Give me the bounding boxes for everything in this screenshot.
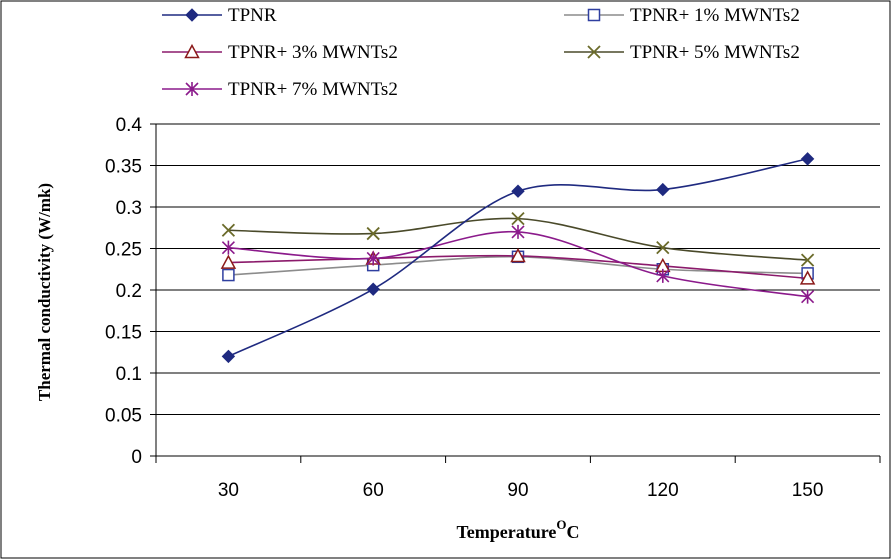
y-tick-label: 0.1	[116, 364, 142, 385]
y-tick-label: 0.2	[116, 281, 142, 302]
x-axis-label-superscript: O	[556, 517, 566, 532]
x-axis-label: TemperatureOC	[456, 517, 579, 542]
x-tick-label: 120	[647, 480, 679, 501]
data-point	[221, 223, 236, 237]
data-point	[221, 240, 235, 255]
x-axis-label-unit: C	[567, 522, 580, 542]
y-tick-labels: 0 0.05 0.1 0.15 0.2 0.25 0.3 0.35 0.4	[105, 115, 142, 468]
legend-entry: TPNR+ 5% MWNTs2	[564, 42, 800, 63]
data-point	[656, 182, 670, 197]
data-point	[656, 268, 670, 283]
legend-marker	[184, 43, 200, 59]
x-tick-label: 150	[792, 480, 824, 501]
y-tick-label: 0.4	[116, 115, 143, 136]
legend-marker	[185, 82, 199, 96]
x-tick-labels: 30 60 90 120 150	[218, 480, 824, 501]
data-point	[222, 268, 235, 282]
legend-entry: TPNR+ 3% MWNTs2	[162, 42, 398, 63]
data-point	[511, 184, 525, 198]
data-point	[366, 226, 380, 241]
series-4	[221, 224, 815, 304]
legend-label: TPNR+ 3% MWNTs2	[228, 42, 398, 63]
x-tick-label: 90	[507, 480, 528, 501]
series-2	[220, 247, 816, 285]
y-axis-label: Thermal conductivity (W/mk)	[35, 183, 54, 401]
legend-entry: TPNR+ 7% MWNTs2	[162, 79, 398, 100]
axes	[155, 124, 881, 463]
series-0	[221, 152, 815, 364]
y-tick-label: 0	[131, 447, 142, 468]
data-point	[800, 152, 815, 166]
series-layer	[220, 152, 816, 364]
legend-marker	[185, 8, 199, 22]
legend-entry: TPNR	[162, 5, 277, 26]
legend-marker	[587, 45, 601, 59]
data-point	[656, 241, 670, 255]
data-point	[220, 254, 237, 269]
data-point	[511, 224, 525, 239]
y-tick-label: 0.35	[105, 157, 142, 178]
x-tick-label: 30	[218, 480, 239, 501]
data-point	[366, 282, 380, 296]
y-tick-label: 0.05	[105, 406, 142, 427]
legend-entry: TPNR+ 1% MWNTs2	[564, 5, 800, 26]
data-point	[799, 270, 816, 285]
x-tick-label: 60	[363, 480, 384, 501]
legend-label: TPNR+ 5% MWNTs2	[630, 42, 800, 63]
data-point	[366, 251, 380, 266]
data-point	[221, 349, 236, 364]
x-axis-label-main: Temperature	[456, 522, 556, 542]
data-point	[800, 253, 815, 267]
data-point	[511, 211, 525, 226]
legend-label: TPNR+ 7% MWNTs2	[228, 79, 398, 100]
legend-marker	[587, 8, 601, 22]
y-tick-label: 0.25	[105, 240, 142, 261]
data-point	[510, 247, 526, 263]
data-point	[801, 289, 815, 304]
legend-label: TPNR+ 1% MWNTs2	[630, 5, 800, 26]
legend: TPNR TPNR+ 1% MWNTs2 TPNR+ 3% MWNTs2 TPNR+ …	[162, 5, 800, 100]
legend-label: TPNR	[228, 5, 277, 26]
y-tick-label: 0.15	[105, 323, 142, 344]
y-tick-label: 0.3	[116, 198, 142, 219]
series-3	[221, 211, 815, 267]
